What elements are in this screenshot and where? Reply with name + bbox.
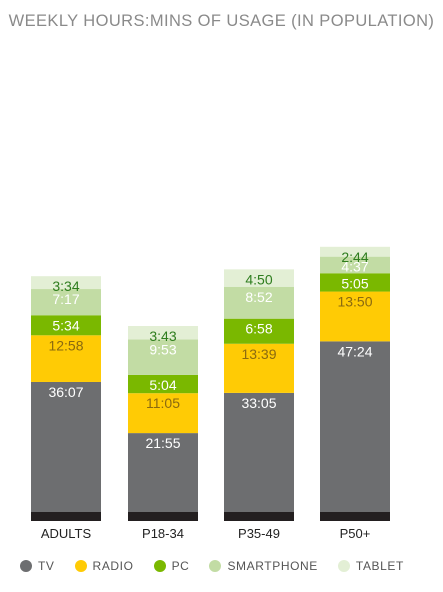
legend-label-tv: TV — [38, 559, 55, 573]
data-label-p18-34-smartphone: 9:53 — [149, 341, 176, 357]
data-label-adults-tv: 36:07 — [48, 384, 83, 400]
data-label-p50-smartphone: 4:37 — [341, 259, 368, 275]
data-label-p35-49-tablet: 4:50 — [245, 271, 272, 287]
bar-segment-p50-smartphone — [320, 256, 390, 274]
bar-segment-p18-34-tv — [128, 433, 198, 512]
bar-segment-p35-49-pc — [224, 318, 294, 344]
legend-swatch-pc — [153, 560, 166, 572]
legend-label-tablet: TABLET — [355, 559, 404, 573]
legend-swatch-smartphone — [209, 560, 222, 572]
category-label-p35-49: P35-49 — [238, 526, 280, 541]
bar-segment-p18-34-pc — [128, 374, 198, 394]
data-label-adults-tablet: 3:34 — [52, 278, 79, 294]
data-label-p50-tablet: 2:44 — [341, 249, 368, 265]
data-label-p18-34-pc: 5:04 — [149, 377, 176, 393]
chart-legend: TV RADIO PC SMARTPHONE TABLET — [20, 557, 404, 575]
category-label-p50: P50+ — [340, 526, 371, 541]
bar-segment-p35-49-tv — [224, 392, 294, 512]
legend-item-tablet: TABLET — [337, 559, 404, 573]
bar-segment-p50-tablet — [320, 246, 390, 257]
data-label-p18-34-tablet: 3:43 — [149, 328, 176, 344]
bar-segment-adults-pc — [31, 315, 101, 336]
data-label-p35-49-pc: 6:58 — [245, 321, 272, 337]
data-label-p35-49-smartphone: 8:52 — [245, 289, 272, 305]
bar-segment-p18-34-smartphone — [128, 339, 198, 375]
bar-segment-p35-49-tablet — [224, 269, 294, 287]
data-label-p35-49-radio: 13:39 — [241, 346, 276, 362]
legend-swatch-tablet — [337, 560, 350, 572]
legend-swatch-radio — [74, 560, 87, 572]
bar-segment-adults-radio — [31, 335, 101, 382]
bar-segment-p35-49-radio — [224, 343, 294, 393]
bar-segment-adults-smartphone — [31, 289, 101, 316]
legend-item-radio: RADIO — [74, 559, 134, 573]
data-label-p35-49-tv: 33:05 — [241, 395, 276, 411]
bar-base-p18-34 — [128, 512, 198, 521]
data-label-adults-smartphone: 7:17 — [52, 291, 79, 307]
data-label-adults-pc: 5:34 — [52, 317, 79, 333]
category-label-adults: ADULTS — [41, 526, 92, 541]
bar-segment-p18-34-radio — [128, 393, 198, 434]
data-label-p18-34-radio: 11:05 — [146, 395, 180, 411]
data-label-p50-tv: 47:24 — [337, 343, 372, 359]
data-label-p50-radio: 13:50 — [337, 294, 372, 310]
bar-segment-p50-radio — [320, 291, 390, 342]
category-label-p18-34: P18-34 — [142, 526, 184, 541]
legend-item-tv: TV — [20, 559, 55, 573]
bar-segment-adults-tablet — [31, 276, 101, 290]
data-label-adults-radio: 12:58 — [48, 337, 83, 353]
bar-segment-p50-pc — [320, 273, 390, 292]
legend-swatch-tv — [20, 560, 32, 572]
bar-base-adults — [31, 512, 101, 521]
bar-segment-p35-49-smartphone — [224, 286, 294, 319]
bar-segment-p50-tv — [320, 341, 390, 512]
legend-label-radio: RADIO — [92, 559, 134, 573]
bar-segment-adults-tv — [31, 381, 101, 512]
bar-base-p35-49 — [224, 512, 294, 521]
bar-base-p50 — [320, 512, 390, 521]
legend-item-smartphone: SMARTPHONE — [209, 559, 317, 573]
bar-segment-p18-34-tablet — [128, 325, 198, 340]
legend-label-pc: PC — [171, 559, 190, 573]
legend-label-smartphone: SMARTPHONE — [227, 559, 318, 573]
legend-item-pc: PC — [153, 559, 190, 573]
data-label-p50-pc: 5:05 — [341, 275, 368, 291]
chart-title: WEEKLY HOURS:MINS OF USAGE (IN POPULATIO… — [8, 12, 435, 30]
data-label-p18-34-tv: 21:55 — [145, 435, 180, 451]
